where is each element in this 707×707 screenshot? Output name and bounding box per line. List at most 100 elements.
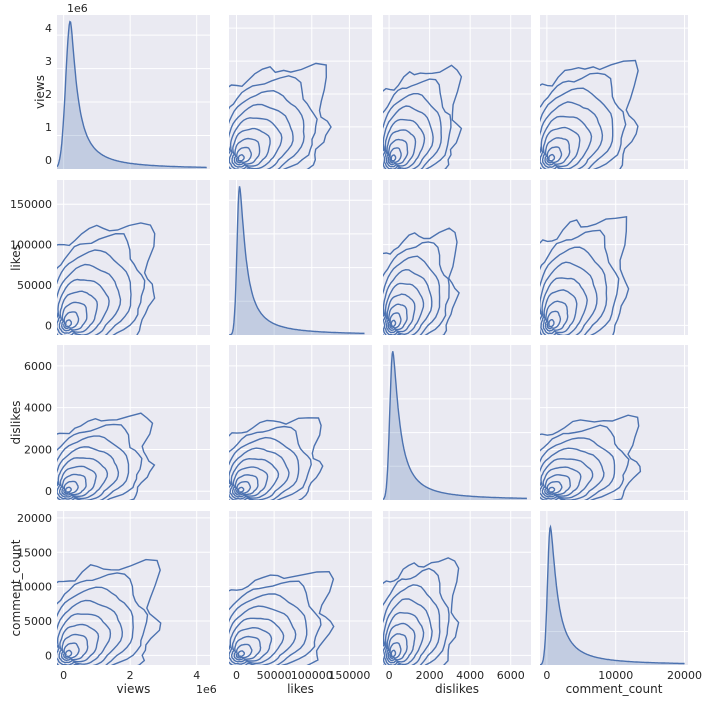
ytick-label-views: 2 bbox=[45, 88, 52, 101]
ylabel-views: views bbox=[33, 75, 47, 109]
contour-level-5 bbox=[383, 282, 425, 335]
contour-level-8 bbox=[540, 72, 627, 169]
contour-level-2 bbox=[546, 481, 563, 495]
panel-marks bbox=[57, 412, 156, 500]
contour-level-3 bbox=[544, 137, 571, 166]
contour-level-5 bbox=[383, 118, 426, 169]
contour-level-5 bbox=[540, 277, 588, 335]
contour-level-1 bbox=[390, 319, 397, 328]
ytick-label-views: 1 bbox=[45, 121, 52, 134]
panel-likes-vs-comment_count bbox=[540, 180, 688, 335]
ytick-label-comment_count: 0 bbox=[45, 649, 52, 662]
contour-level-3 bbox=[233, 137, 261, 166]
contour-level-5 bbox=[383, 611, 425, 665]
contour-level-1 bbox=[548, 153, 556, 162]
xtick-label-comment_count: 10000 bbox=[598, 669, 633, 682]
xtick-label-likes: 0 bbox=[233, 669, 240, 682]
contour-level-8 bbox=[229, 75, 318, 169]
contour-level-2 bbox=[546, 310, 562, 330]
contour-level-5 bbox=[229, 457, 280, 500]
contour-level-3 bbox=[387, 138, 409, 166]
contour-level-1 bbox=[390, 154, 397, 162]
contour-level-6 bbox=[383, 268, 433, 335]
panel-views-vs-likes bbox=[229, 15, 372, 169]
ytick-label-likes: 0 bbox=[45, 319, 52, 332]
contour-level-2 bbox=[235, 643, 253, 659]
contour-level-4 bbox=[231, 626, 273, 663]
panel-likes-vs-likes bbox=[229, 180, 372, 335]
contour-level-8 bbox=[383, 567, 450, 665]
contour-level-9 bbox=[57, 222, 156, 335]
contour-level-3 bbox=[544, 300, 569, 332]
contour-level-1 bbox=[548, 486, 556, 493]
panel-marks bbox=[229, 62, 332, 169]
contour-level-4 bbox=[231, 466, 269, 498]
contour-level-5 bbox=[229, 117, 283, 169]
contour-level-9 bbox=[540, 414, 642, 500]
contour-level-9 bbox=[229, 570, 335, 665]
panel-dislikes-vs-likes bbox=[229, 345, 372, 500]
contour-level-5 bbox=[57, 457, 109, 500]
xtick-label-likes: 100000 bbox=[291, 669, 333, 682]
contour-level-7 bbox=[383, 93, 443, 169]
contour-level-7 bbox=[57, 435, 130, 500]
contour-level-6 bbox=[57, 446, 120, 500]
ytick-label-views: 4 bbox=[45, 22, 52, 35]
contour-level-5 bbox=[540, 115, 593, 169]
panel-marks bbox=[57, 558, 162, 665]
panel-marks bbox=[57, 222, 156, 335]
xtick-label-dislikes: 6000 bbox=[497, 669, 525, 682]
xtick-label-views: 4 bbox=[193, 669, 200, 682]
contour-level-2 bbox=[235, 481, 252, 495]
contour-level-3 bbox=[233, 635, 262, 661]
contour-level-6 bbox=[229, 103, 294, 169]
panel-background bbox=[57, 511, 210, 665]
panel-marks bbox=[540, 414, 642, 500]
ytick-label-comment_count: 10000 bbox=[17, 581, 52, 594]
panel-background bbox=[540, 180, 688, 335]
contour-level-6 bbox=[57, 599, 124, 665]
contour-level-1 bbox=[390, 649, 397, 658]
panel-marks bbox=[57, 20, 207, 169]
contour-level-4 bbox=[58, 465, 97, 498]
contour-level-9 bbox=[57, 412, 156, 500]
panel-dislikes-vs-comment_count bbox=[540, 345, 688, 500]
xtick-label-views: 2 bbox=[127, 669, 134, 682]
panel-marks bbox=[383, 227, 460, 335]
contour-level-8 bbox=[57, 423, 143, 500]
contour-level-9 bbox=[383, 557, 460, 665]
contour-level-7 bbox=[229, 593, 308, 665]
kde-line-views bbox=[57, 20, 207, 169]
contour-level-2 bbox=[63, 311, 80, 330]
contour-level-7 bbox=[383, 584, 441, 665]
xtick-label-comment_count: 0 bbox=[543, 669, 550, 682]
contour-level-9 bbox=[383, 64, 463, 169]
panel-comment_count-vs-comment_count bbox=[540, 511, 688, 665]
ytick-label-comment_count: 15000 bbox=[17, 546, 52, 559]
contour-level-2 bbox=[389, 147, 402, 164]
panel-marks bbox=[540, 59, 639, 169]
ytick-label-comment_count: 20000 bbox=[17, 512, 52, 525]
contour-level-2 bbox=[389, 642, 402, 659]
contour-level-5 bbox=[57, 613, 112, 665]
ytick-label-dislikes: 6000 bbox=[24, 360, 52, 373]
contour-level-4 bbox=[58, 290, 99, 334]
xlabel-likes: likes bbox=[287, 682, 314, 696]
ytick-label-dislikes: 2000 bbox=[24, 443, 52, 456]
panel-marks bbox=[229, 186, 365, 335]
contour-level-3 bbox=[60, 301, 88, 332]
contour-level-4 bbox=[231, 127, 271, 168]
xtick-label-likes: 50000 bbox=[257, 669, 292, 682]
contour-level-8 bbox=[540, 424, 630, 500]
panel-background bbox=[229, 180, 372, 335]
ytick-label-dislikes: 0 bbox=[45, 485, 52, 498]
panel-background bbox=[229, 15, 372, 169]
contour-level-8 bbox=[229, 580, 322, 665]
contour-level-7 bbox=[540, 87, 614, 169]
contour-level-3 bbox=[387, 633, 408, 662]
ytick-label-likes: 150000 bbox=[10, 198, 52, 211]
contour-level-6 bbox=[383, 105, 434, 169]
contour-level-1 bbox=[548, 319, 555, 328]
contour-level-8 bbox=[383, 78, 452, 169]
